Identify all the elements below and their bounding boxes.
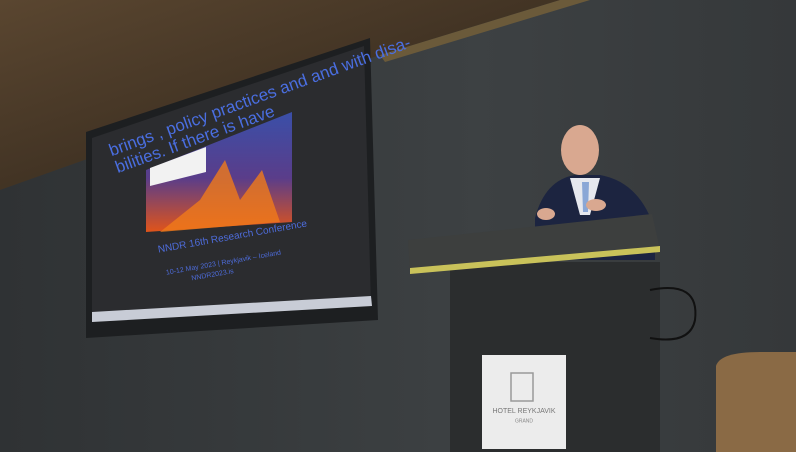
speaker-hand <box>586 199 606 211</box>
sign-text: HOTEL REYKJAVIK <box>492 408 555 415</box>
speaker-head <box>561 125 599 175</box>
speaker-hand <box>537 208 555 220</box>
sign-text: GRAND <box>515 418 533 424</box>
podium-sign <box>482 355 566 449</box>
page: brings , policy practices and and with d… <box>0 0 796 452</box>
chair <box>716 352 796 452</box>
photo: brings , policy practices and and with d… <box>0 0 796 452</box>
